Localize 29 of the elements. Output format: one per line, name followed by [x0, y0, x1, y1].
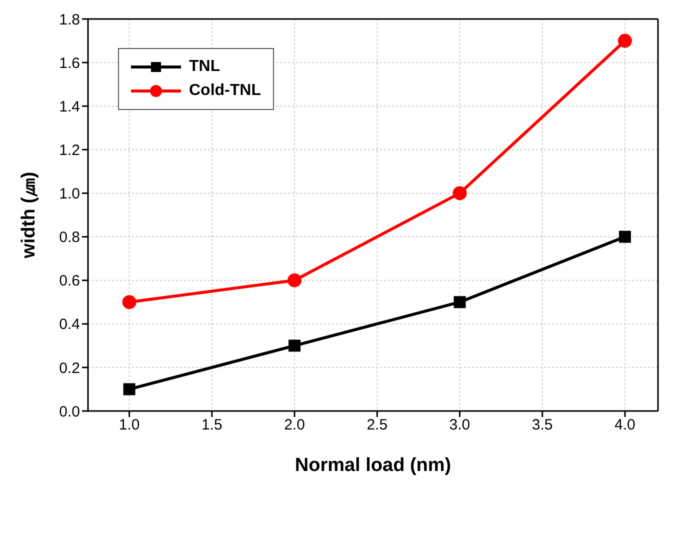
y-tick-label: 0.0: [59, 403, 80, 420]
x-tick-label: 3.5: [532, 416, 553, 434]
y-tick-label: 0.2: [59, 360, 80, 377]
x-tick-label: 4.0: [614, 416, 636, 434]
x-tick-label: 1.5: [201, 416, 222, 434]
y-tick-label: 1.0: [59, 186, 80, 203]
point: [123, 383, 136, 396]
y-tick-label: 0.6: [59, 272, 80, 290]
y-tick-label: 1.4: [59, 98, 80, 116]
point: [618, 34, 632, 48]
x-tick-label: 3.0: [449, 416, 470, 434]
y-tick-label: 0.4: [59, 316, 80, 334]
point: [618, 230, 631, 243]
point: [288, 340, 301, 352]
point: [452, 186, 467, 200]
point: [122, 295, 136, 310]
y-tick-label: 1.6: [59, 54, 80, 72]
y-tick-label: 1.2: [59, 142, 80, 159]
legend-label: Cold-TNL: [189, 82, 261, 100]
x-tick-label: 2.5: [366, 416, 388, 434]
point: [454, 296, 466, 308]
legend-label: TNL: [189, 58, 220, 76]
x-tick-label: 1.0: [118, 416, 140, 434]
point: [288, 273, 302, 288]
y-tick-label: 1.8: [59, 11, 80, 28]
x-axis-title: Normal load (nm): [294, 455, 452, 476]
y-tick-label: 0.8: [59, 229, 80, 246]
y-axis-title: width (㎛): [18, 172, 40, 260]
x-tick-label: 2.0: [284, 416, 305, 434]
